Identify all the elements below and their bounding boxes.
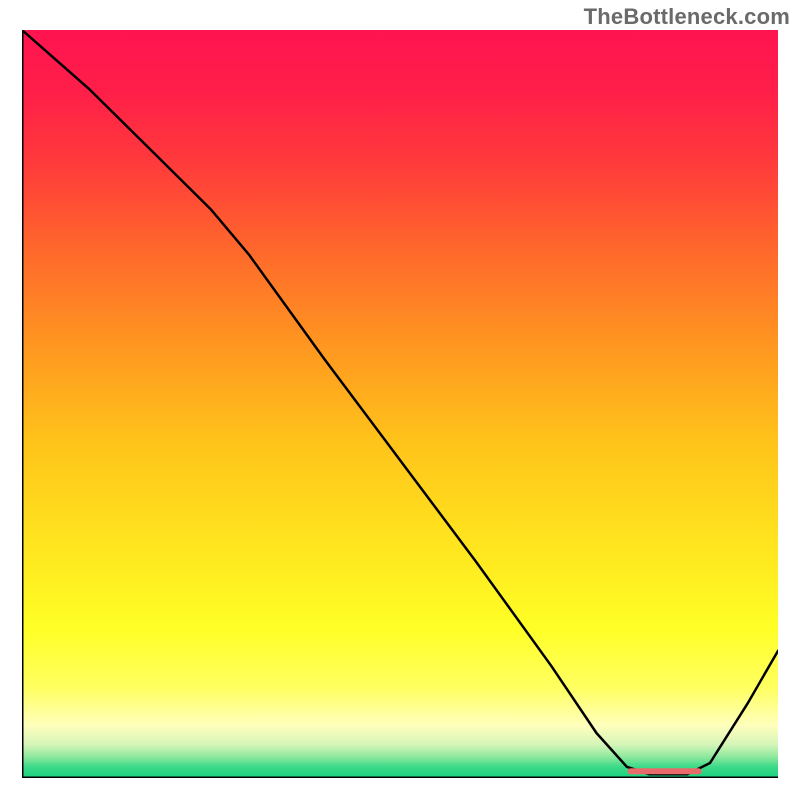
chart-plot-area: [22, 30, 778, 778]
gradient-background: [22, 30, 778, 778]
chart-svg: [22, 30, 778, 778]
watermark-text: TheBottleneck.com: [584, 4, 790, 30]
